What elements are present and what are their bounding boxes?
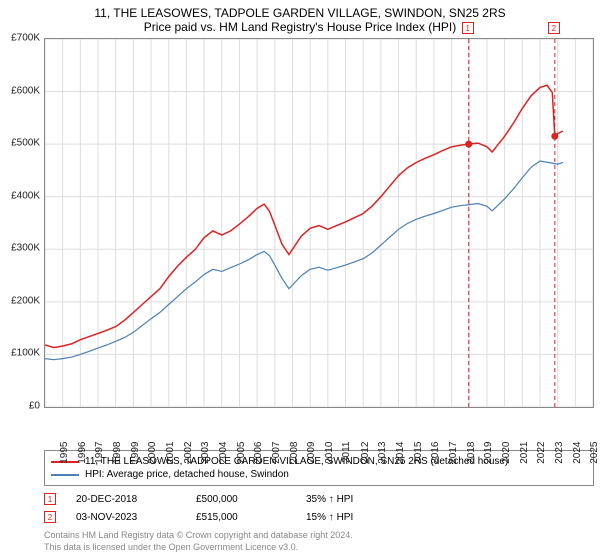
y-axis-label: £300K [0, 243, 40, 254]
x-axis-label: 2006 [253, 442, 264, 464]
x-axis-label: 2018 [465, 442, 476, 464]
x-axis-label: 2024 [571, 442, 582, 464]
x-axis-label: 2013 [377, 442, 388, 464]
x-axis-label: 1995 [59, 442, 70, 464]
legend-item: HPI: Average price, detached house, Swin… [51, 468, 587, 481]
x-axis-label: 2009 [306, 442, 317, 464]
sale-date: 20-DEC-2018 [76, 494, 176, 505]
y-axis-label: £100K [0, 348, 40, 359]
x-axis-label: 2007 [271, 442, 282, 464]
x-axis-label: 2012 [359, 442, 370, 464]
sale-date: 03-NOV-2023 [76, 512, 176, 523]
x-axis-label: 2022 [536, 442, 547, 464]
sale-price: £515,000 [196, 512, 286, 523]
y-axis-label: £400K [0, 190, 40, 201]
sale-row: 1 20-DEC-2018 £500,000 35% ↑ HPI [44, 490, 594, 508]
chart-title-line2: Price paid vs. HM Land Registry's House … [0, 20, 600, 38]
sales-table: 1 20-DEC-2018 £500,000 35% ↑ HPI 2 03-NOV-202… [44, 490, 594, 526]
x-axis-label: 2008 [289, 442, 300, 464]
x-axis-label: 2011 [341, 442, 352, 464]
x-axis-label: 2001 [165, 442, 176, 464]
sale-row: 2 03-NOV-2023 £515,000 15% ↑ HPI [44, 508, 594, 526]
chart-title-line1: 11, THE LEASOWES, TADPOLE GARDEN VILLAGE… [0, 0, 600, 20]
sale-marker-flag: 2 [548, 22, 560, 34]
x-axis-label: 1997 [94, 442, 105, 464]
x-axis-label: 2019 [483, 442, 494, 464]
x-axis-label: 1996 [76, 442, 87, 464]
x-axis-label: 2000 [147, 442, 158, 464]
sale-hpi-diff: 35% ↑ HPI [306, 494, 353, 505]
sale-marker-icon: 2 [44, 511, 56, 523]
y-axis-label: £600K [0, 85, 40, 96]
chart-plot-area [44, 38, 594, 408]
y-axis-label: £200K [0, 295, 40, 306]
legend-label: HPI: Average price, detached house, Swin… [85, 469, 289, 480]
x-axis-label: 2021 [518, 442, 529, 464]
x-axis-label: 1998 [112, 442, 123, 464]
x-axis-label: 2020 [501, 442, 512, 464]
x-axis-label: 2004 [218, 442, 229, 464]
x-axis-label: 2025 [589, 442, 600, 464]
footer-attribution: Contains HM Land Registry data © Crown c… [44, 530, 594, 553]
x-axis-label: 2005 [236, 442, 247, 464]
footer-line2: This data is licensed under the Open Gov… [44, 542, 594, 554]
sale-marker-flag: 1 [462, 22, 474, 34]
footer-line1: Contains HM Land Registry data © Crown c… [44, 530, 594, 542]
x-axis-label: 2003 [200, 442, 211, 464]
x-axis-label: 2002 [182, 442, 193, 464]
sale-marker-icon: 1 [44, 493, 56, 505]
y-axis-label: £0 [0, 401, 40, 412]
x-axis-label: 2017 [448, 442, 459, 464]
x-axis-label: 2010 [324, 442, 335, 464]
sale-hpi-diff: 15% ↑ HPI [306, 512, 353, 523]
sale-price: £500,000 [196, 494, 286, 505]
y-axis-label: £500K [0, 138, 40, 149]
y-axis-label: £700K [0, 33, 40, 44]
x-axis-label: 1999 [129, 442, 140, 464]
x-axis-label: 2016 [430, 442, 441, 464]
x-axis-label: 2023 [554, 442, 565, 464]
legend-swatch [51, 474, 79, 476]
x-axis-label: 2014 [395, 442, 406, 464]
x-axis-label: 2015 [412, 442, 423, 464]
